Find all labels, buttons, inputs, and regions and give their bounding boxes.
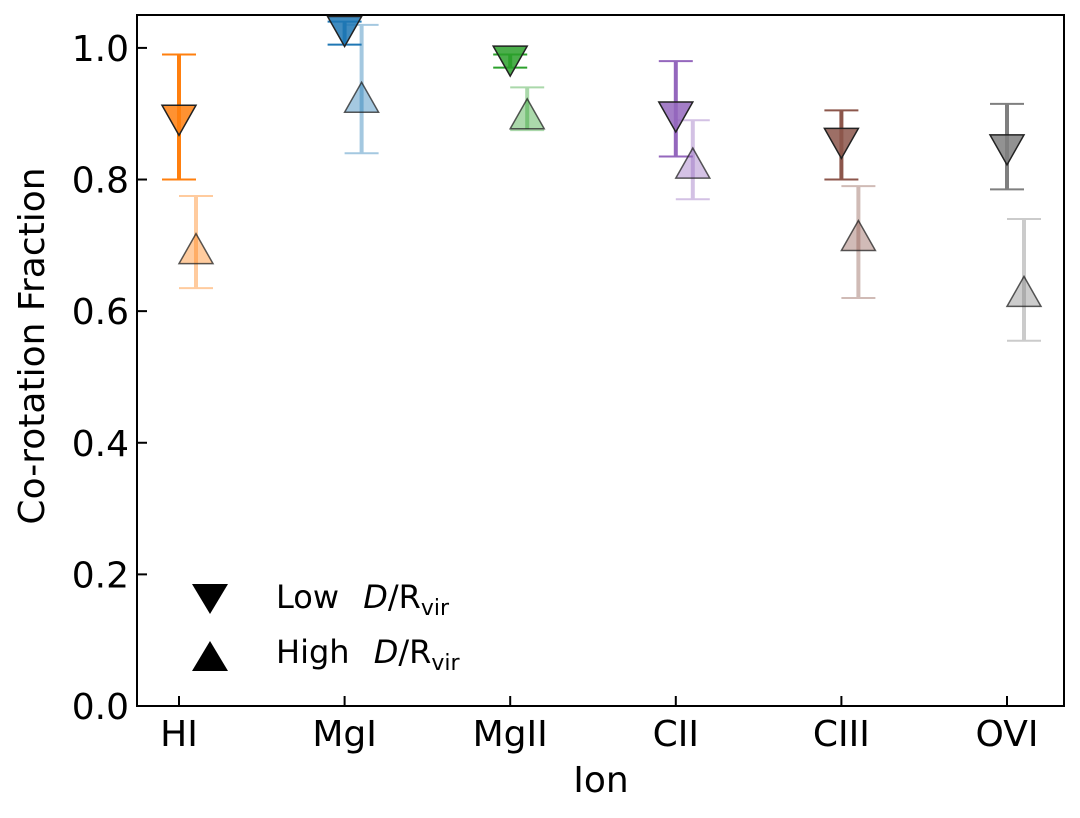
x-tick-label: OVI [976, 714, 1039, 755]
y-tick-label: 0.4 [72, 424, 129, 465]
y-tick-label: 0.2 [72, 555, 129, 596]
data-point-low [823, 127, 860, 160]
x-axis-ticks: HI MgI MgII CII CIII OVI [160, 696, 1038, 755]
legend-low-sub: vir [421, 596, 450, 621]
y-tick-label: 0.6 [72, 292, 129, 333]
legend-label-high: High D/Rvir [276, 633, 461, 676]
data-point-high [840, 218, 877, 252]
legend: Low D/Rvir High D/Rvir [192, 578, 461, 676]
error-bar [510, 86, 545, 132]
x-tick-label: CII [653, 714, 699, 755]
data-point-high [177, 232, 215, 265]
plot-area-border [136, 14, 1065, 707]
data-point-high [1005, 274, 1043, 308]
legend-low-sep: /R [388, 578, 421, 616]
x-tick-label: MgII [473, 714, 548, 755]
y-axis-ticks: 0.0 0.2 0.4 0.6 0.8 1.0 [72, 29, 147, 728]
data-point-low [491, 45, 529, 78]
legend-marker-high [192, 641, 228, 671]
data-point-high [343, 80, 380, 114]
legend-high-prefix: High [276, 633, 350, 671]
legend-high-sub: vir [431, 651, 460, 676]
legend-low-prefix: Low [276, 578, 339, 616]
plot-frame [136, 14, 1065, 707]
x-tick-label: MgI [312, 714, 377, 755]
data-point-low [326, 15, 363, 48]
legend-high-var: D [374, 633, 399, 671]
error-bar [1007, 218, 1041, 342]
x-tick-label: HI [160, 714, 198, 755]
legend-marker-low [192, 584, 228, 614]
data-markers [160, 15, 1043, 308]
y-tick-label: 0.0 [72, 687, 129, 728]
error-bar [841, 185, 876, 299]
data-point-high [674, 146, 712, 179]
data-point-low [988, 134, 1026, 167]
x-tick-label: CIII [813, 714, 870, 755]
legend-low-var: D [363, 578, 388, 616]
y-axis-label: Co-rotation Fraction [12, 167, 53, 524]
error-bars [162, 20, 1041, 342]
data-point-high [508, 97, 546, 130]
error-bar [179, 194, 213, 290]
x-axis-label: Ion [573, 760, 628, 801]
legend-label-low: Low D/Rvir [276, 578, 450, 621]
data-point-low [657, 101, 695, 134]
y-tick-label: 1.0 [72, 29, 129, 70]
data-point-low [160, 104, 198, 137]
legend-high-sep: /R [398, 633, 431, 671]
y-tick-label: 0.8 [72, 161, 129, 202]
